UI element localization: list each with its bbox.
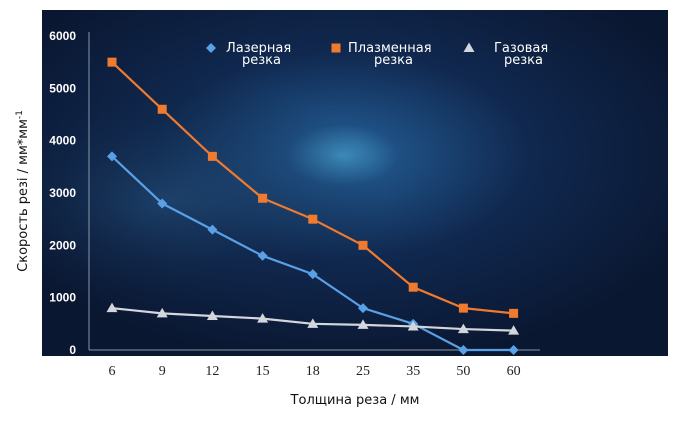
data-point xyxy=(106,302,118,313)
y-tick-label: 4000 xyxy=(49,134,76,148)
data-point xyxy=(358,240,368,250)
x-tick-label: 6 xyxy=(109,364,116,379)
data-point xyxy=(257,250,268,261)
series-layer xyxy=(106,57,520,355)
y-tick-label: 5000 xyxy=(49,81,76,95)
y-tick-labels: 0 1000 2000 3000 4000 5000 6000 xyxy=(49,29,76,357)
x-axis-label: Толщина реза / мм xyxy=(290,393,420,408)
series-2 xyxy=(107,57,519,318)
data-point xyxy=(458,345,469,355)
x-tick-label: 9 xyxy=(159,364,166,379)
data-point xyxy=(258,193,268,203)
plot-background-glow xyxy=(42,10,668,356)
data-point xyxy=(509,308,519,318)
data-point xyxy=(307,318,319,328)
data-point xyxy=(458,303,468,313)
y-tick-label: 1000 xyxy=(49,291,76,305)
series-1 xyxy=(107,151,519,355)
y-axis-label: Скорость резi / мм*мм-1 xyxy=(15,110,31,272)
data-point xyxy=(457,323,469,334)
y-axis-label-main: Скорость резi / мм*мм xyxy=(16,119,31,272)
y-tick-label: 0 xyxy=(69,343,76,357)
data-point xyxy=(508,325,520,335)
series-3 xyxy=(106,302,520,335)
legend-marker xyxy=(331,43,341,53)
data-point xyxy=(357,319,369,329)
data-point xyxy=(207,151,217,161)
data-point xyxy=(157,198,168,209)
data-point xyxy=(307,269,318,280)
legend-label: резка xyxy=(242,53,281,68)
data-point xyxy=(107,151,117,162)
legend-marker xyxy=(206,43,216,53)
x-tick-label: 12 xyxy=(205,364,219,379)
data-point xyxy=(157,104,167,114)
y-tick-label: 6000 xyxy=(49,29,76,43)
y-tick-label: 2000 xyxy=(49,238,76,252)
legend-label: Лазерная xyxy=(226,41,291,56)
data-point xyxy=(107,57,117,67)
legend-label: Газовая xyxy=(494,41,548,56)
data-point xyxy=(508,345,519,355)
x-tick-label: 60 xyxy=(507,364,521,379)
data-point xyxy=(206,310,218,320)
data-point xyxy=(207,224,218,235)
x-tick-labels: 6 9 12 15 18 25 35 50 60 xyxy=(109,364,521,379)
data-point xyxy=(358,303,368,314)
data-point xyxy=(257,313,269,323)
x-tick-label: 18 xyxy=(306,364,320,379)
x-tick-label: 35 xyxy=(406,364,420,379)
data-point xyxy=(308,214,318,224)
legend-label: резка xyxy=(504,53,543,68)
y-axis-label-superscript: -1 xyxy=(15,110,25,119)
x-tick-label: 25 xyxy=(356,364,370,379)
y-tick-label: 3000 xyxy=(49,186,76,200)
x-tick-label: 15 xyxy=(256,364,270,379)
data-point xyxy=(407,320,419,331)
legend-marker xyxy=(463,42,475,52)
x-tick-label: 50 xyxy=(456,364,470,379)
legend-label: Плазменная xyxy=(348,41,432,56)
legend-label: резка xyxy=(374,53,413,68)
data-point xyxy=(408,282,418,292)
data-point xyxy=(156,307,168,318)
